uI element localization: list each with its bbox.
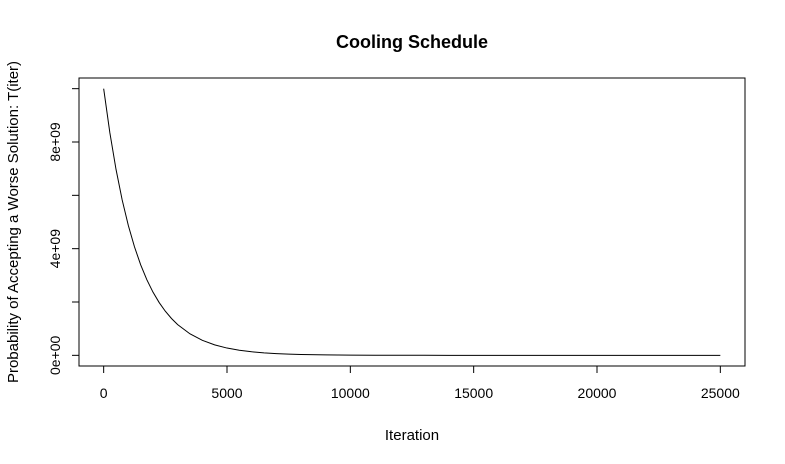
y-axis: 0e+00 4e+09 8e+09 bbox=[47, 88, 80, 375]
x-tick-label: 15000 bbox=[454, 385, 493, 401]
x-axis: 0 5000 10000 15000 20000 25000 bbox=[100, 365, 740, 401]
series-line bbox=[103, 88, 721, 356]
chart-title: Cooling Schedule bbox=[336, 32, 488, 52]
y-axis-title: Probability of Accepting a Worse Solutio… bbox=[5, 61, 22, 383]
y-tick-label: 0e+00 bbox=[47, 335, 63, 375]
plot-frame bbox=[78, 77, 746, 367]
x-tick-label: 5000 bbox=[211, 385, 242, 401]
x-tick-label: 20000 bbox=[578, 385, 617, 401]
x-tick-label: 10000 bbox=[331, 385, 370, 401]
x-tick-label: 25000 bbox=[701, 385, 740, 401]
y-tick-label: 4e+09 bbox=[47, 229, 63, 269]
y-tick-label: 8e+09 bbox=[47, 122, 63, 162]
x-tick-label: 0 bbox=[100, 385, 108, 401]
x-axis-title: Iteration bbox=[385, 427, 439, 444]
